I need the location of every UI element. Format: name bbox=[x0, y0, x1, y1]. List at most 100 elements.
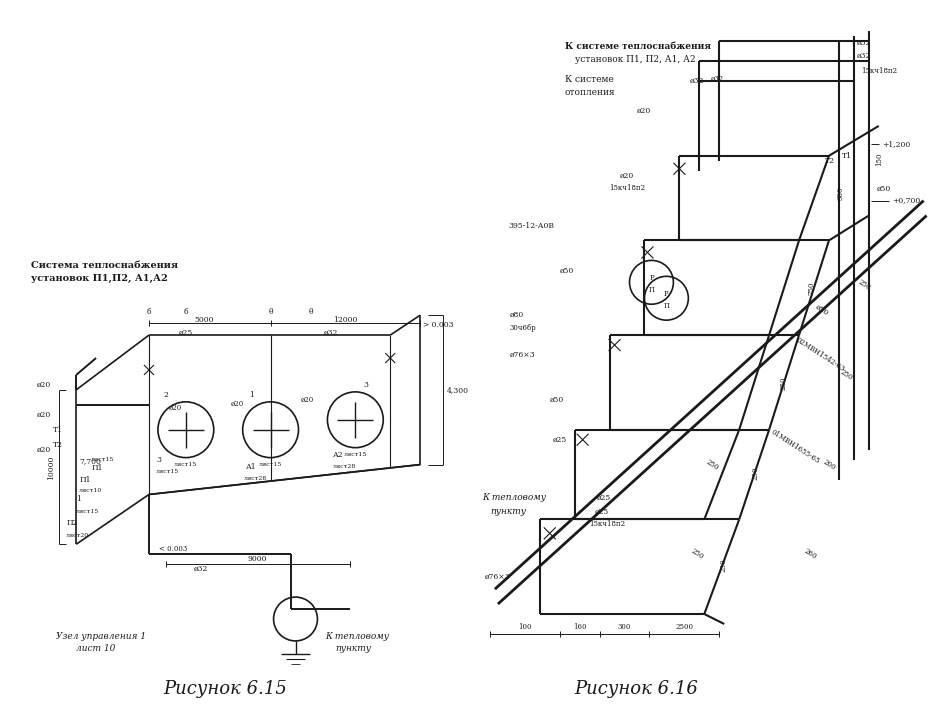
Text: θ: θ bbox=[268, 308, 272, 317]
Text: лист15: лист15 bbox=[155, 469, 179, 474]
Text: 7,700: 7,700 bbox=[79, 458, 101, 466]
Text: пункту: пункту bbox=[335, 645, 371, 653]
Text: < 0.003: < 0.003 bbox=[159, 545, 187, 553]
Text: ø50: ø50 bbox=[876, 185, 890, 193]
Text: 3: 3 bbox=[363, 381, 368, 389]
Text: 15кч18п2: 15кч18п2 bbox=[609, 184, 645, 192]
Text: 5000: 5000 bbox=[194, 316, 213, 324]
Text: ø32: ø32 bbox=[689, 77, 703, 85]
Text: б: б bbox=[183, 308, 188, 317]
Text: ø25: ø25 bbox=[179, 329, 193, 337]
Text: лист28: лист28 bbox=[243, 476, 267, 481]
Text: пункту: пункту bbox=[490, 507, 525, 516]
Text: 250: 250 bbox=[689, 547, 704, 561]
Text: 4,300: 4,300 bbox=[446, 386, 469, 394]
Text: θ: θ bbox=[308, 308, 313, 317]
Text: +1,200: +1,200 bbox=[881, 140, 909, 148]
Text: ø50: ø50 bbox=[559, 266, 574, 275]
Text: лист15: лист15 bbox=[258, 462, 282, 467]
Text: К тепловому: К тепловому bbox=[481, 493, 546, 502]
Text: 160: 160 bbox=[572, 623, 586, 631]
Text: ø50: ø50 bbox=[813, 303, 829, 317]
Text: 10000: 10000 bbox=[47, 456, 55, 479]
Text: 12000: 12000 bbox=[333, 316, 358, 324]
Text: Рисунок 6.16: Рисунок 6.16 bbox=[574, 680, 697, 698]
Text: К системе теплоснабжения: К системе теплоснабжения bbox=[564, 42, 709, 50]
Text: Т1: Т1 bbox=[841, 152, 851, 160]
Text: 3: 3 bbox=[155, 456, 161, 464]
Text: лист15: лист15 bbox=[76, 509, 99, 514]
Text: Рисунок 6.15: Рисунок 6.15 bbox=[163, 680, 286, 698]
Text: 750: 750 bbox=[806, 281, 814, 295]
Text: 15кч18п2: 15кч18п2 bbox=[589, 521, 625, 528]
Text: лист10: лист10 bbox=[79, 488, 102, 493]
Text: лист15: лист15 bbox=[174, 462, 197, 467]
Text: 300: 300 bbox=[617, 623, 631, 631]
Text: ø32: ø32 bbox=[194, 565, 208, 573]
Text: К системе: К системе bbox=[564, 74, 613, 84]
Text: отопления: отопления bbox=[564, 87, 615, 97]
Text: ø20: ø20 bbox=[619, 172, 633, 180]
Text: ø76×3: ø76×3 bbox=[509, 351, 535, 359]
Text: ø25: ø25 bbox=[596, 493, 610, 502]
Text: П1: П1 bbox=[79, 476, 91, 484]
Text: ø20: ø20 bbox=[636, 107, 651, 115]
Text: 250: 250 bbox=[704, 458, 719, 472]
Text: Т2: Т2 bbox=[53, 441, 63, 448]
Text: лист28: лист28 bbox=[333, 464, 357, 469]
Text: П2: П2 bbox=[66, 519, 78, 527]
Text: ø32: ø32 bbox=[709, 75, 723, 83]
Text: ø20: ø20 bbox=[230, 400, 243, 408]
Text: 150: 150 bbox=[874, 152, 882, 166]
Text: лист15: лист15 bbox=[91, 457, 114, 462]
Text: Т1: Т1 bbox=[53, 425, 63, 434]
Text: П: П bbox=[648, 286, 653, 294]
Text: 100: 100 bbox=[518, 623, 531, 631]
Text: Р: Р bbox=[649, 274, 653, 283]
Text: 01МВН1655-65: 01МВН1655-65 bbox=[768, 428, 820, 466]
Text: ø32: ø32 bbox=[856, 52, 870, 60]
Text: ø76×3: ø76×3 bbox=[485, 573, 510, 581]
Text: ø25: ø25 bbox=[594, 508, 608, 516]
Text: 02МВН1542-63: 02МВН1542-63 bbox=[793, 336, 845, 373]
Text: лист15: лист15 bbox=[344, 452, 367, 457]
Text: 2: 2 bbox=[164, 391, 168, 399]
Text: К тепловому: К тепловому bbox=[325, 632, 389, 642]
Text: 1: 1 bbox=[248, 391, 254, 399]
Text: Т2: Т2 bbox=[824, 156, 834, 165]
Text: ø20: ø20 bbox=[168, 404, 182, 412]
Text: Система теплоснабжения: Система теплоснабжения bbox=[31, 261, 178, 270]
Text: П: П bbox=[663, 302, 668, 310]
Text: Р: Р bbox=[664, 291, 668, 298]
Text: 15кч18п2: 15кч18п2 bbox=[860, 67, 896, 75]
Text: А1: А1 bbox=[245, 463, 256, 471]
Text: П1: П1 bbox=[91, 464, 103, 472]
Text: ø20: ø20 bbox=[37, 446, 51, 454]
Text: установок П1, П2, А1, А2: установок П1, П2, А1, А2 bbox=[574, 55, 695, 63]
Text: 250: 250 bbox=[778, 376, 786, 389]
Text: ø32: ø32 bbox=[856, 39, 870, 48]
Text: 260: 260 bbox=[801, 547, 817, 561]
Text: 250: 250 bbox=[751, 466, 758, 480]
Text: 300: 300 bbox=[836, 187, 844, 200]
Text: 250: 250 bbox=[838, 368, 854, 382]
Text: 30ч6бр: 30ч6бр bbox=[509, 324, 536, 332]
Text: 200: 200 bbox=[820, 458, 836, 472]
Text: ø20: ø20 bbox=[37, 411, 51, 419]
Text: ø20: ø20 bbox=[37, 381, 51, 389]
Text: ø25: ø25 bbox=[552, 435, 566, 443]
Text: б: б bbox=[146, 308, 151, 317]
Text: 1: 1 bbox=[76, 495, 80, 503]
Text: установок П1,П2, А1,А2: установок П1,П2, А1,А2 bbox=[31, 274, 168, 283]
Text: 9000: 9000 bbox=[248, 555, 267, 563]
Text: 250: 250 bbox=[719, 559, 726, 572]
Text: ø32: ø32 bbox=[323, 329, 337, 337]
Text: > 0.003: > 0.003 bbox=[423, 321, 453, 329]
Text: ø20: ø20 bbox=[300, 396, 314, 404]
Text: +0,700: +0,700 bbox=[891, 197, 919, 205]
Text: лист20: лист20 bbox=[66, 533, 90, 538]
Text: ø80: ø80 bbox=[509, 311, 523, 319]
Text: 250: 250 bbox=[856, 278, 871, 292]
Text: 2500: 2500 bbox=[675, 623, 693, 631]
Text: Узел управления 1: Узел управления 1 bbox=[56, 632, 146, 642]
